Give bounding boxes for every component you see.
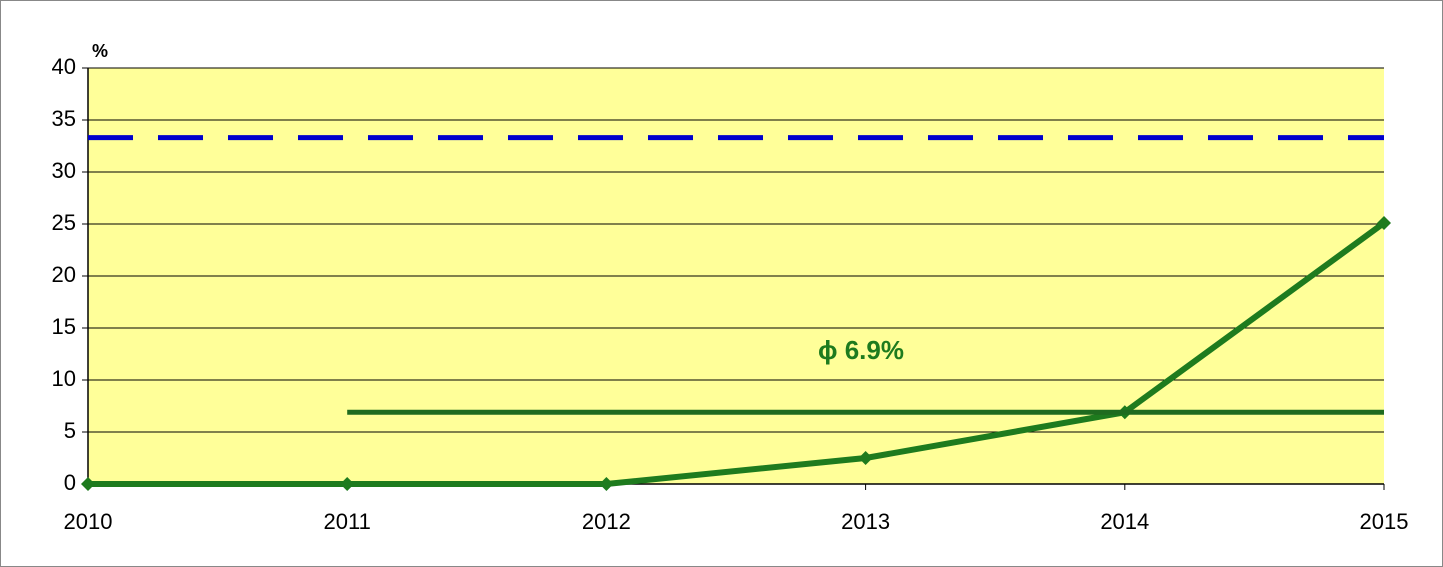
data-point — [340, 477, 355, 491]
x-tick-label: 2010 — [64, 509, 113, 534]
x-tick-label: 2014 — [1100, 509, 1149, 534]
y-tick-label: 15 — [52, 314, 76, 339]
y-tick-label: 10 — [52, 366, 76, 391]
y-axis-label: % — [92, 41, 108, 61]
x-tick-label: 2013 — [841, 509, 890, 534]
data-point — [1377, 215, 1391, 230]
data-point — [599, 477, 614, 491]
x-tick-label: 2011 — [324, 509, 371, 534]
x-tick-label: 2015 — [1360, 509, 1409, 534]
y-tick-label: 5 — [64, 418, 76, 443]
series-line — [88, 220, 1386, 487]
y-tick-label: 25 — [52, 210, 76, 235]
y-tick-label: 20 — [52, 262, 76, 287]
y-tick-label: 35 — [52, 106, 76, 131]
data-point — [858, 451, 873, 465]
x-tick-label: 2012 — [582, 509, 631, 534]
y-tick-label: 30 — [52, 158, 76, 183]
data-point — [81, 477, 95, 491]
annotation: ϕ 6.9% — [818, 335, 904, 365]
y-tick-label: 40 — [52, 54, 76, 79]
y-tick-label: 0 — [64, 470, 76, 495]
